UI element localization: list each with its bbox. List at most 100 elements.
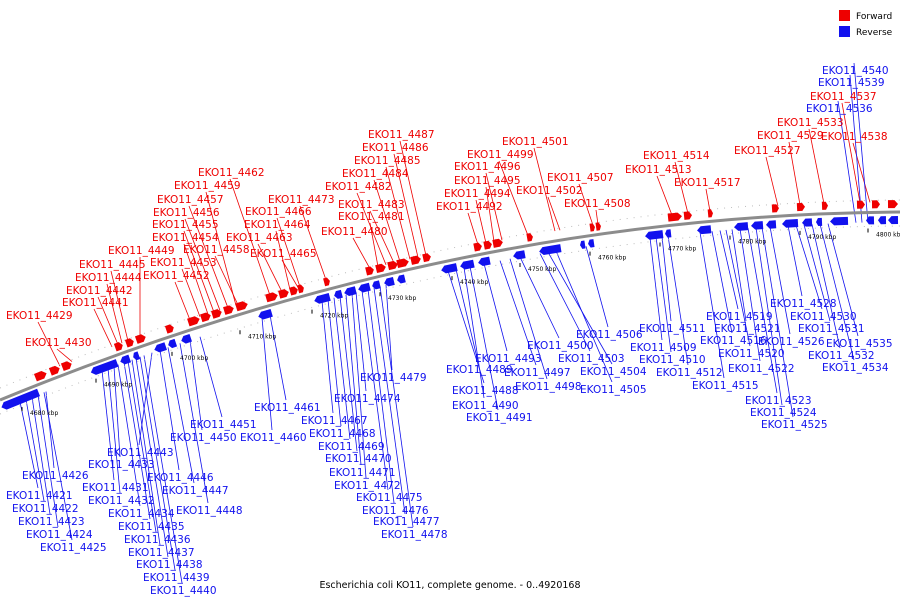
forward-gene-label[interactable]: EKO11_4484: [342, 168, 409, 180]
forward-gene-label[interactable]: EKO11_4499: [467, 149, 534, 161]
reverse-gene-label[interactable]: EKO11_4535: [826, 338, 893, 350]
forward-gene-label[interactable]: EKO11_4465: [250, 248, 317, 260]
reverse-gene-label[interactable]: EKO11_4489: [446, 364, 513, 376]
reverse-gene-label[interactable]: EKO11_4431: [82, 482, 149, 494]
reverse-gene-label[interactable]: EKO11_4460: [240, 432, 307, 444]
reverse-gene-label[interactable]: EKO11_4531: [798, 323, 865, 335]
forward-gene-label[interactable]: EKO11_4462: [198, 167, 265, 179]
forward-gene-label[interactable]: EKO11_4480: [321, 226, 388, 238]
forward-gene-label[interactable]: EKO11_4537: [810, 91, 877, 103]
reverse-gene-label[interactable]: EKO11_4476: [362, 505, 429, 517]
reverse-gene-label[interactable]: EKO11_4439: [143, 572, 210, 584]
reverse-gene-label[interactable]: EKO11_4475: [356, 492, 423, 504]
reverse-gene-label[interactable]: EKO11_4450: [170, 432, 237, 444]
forward-gene-label[interactable]: EKO11_4449: [108, 245, 175, 257]
reverse-gene-label[interactable]: EKO11_4461: [254, 402, 321, 414]
forward-gene-label[interactable]: EKO11_4466: [245, 206, 312, 218]
forward-gene-label[interactable]: EKO11_4502: [516, 185, 583, 197]
forward-gene-label[interactable]: EKO11_4481: [338, 211, 405, 223]
forward-gene-label[interactable]: EKO11_4445: [79, 259, 146, 271]
reverse-gene-label[interactable]: EKO11_4539: [818, 77, 885, 89]
reverse-gene-label[interactable]: EKO11_4451: [190, 419, 257, 431]
reverse-gene-label[interactable]: EKO11_4540: [822, 65, 889, 77]
reverse-gene-label[interactable]: EKO11_4422: [12, 503, 79, 515]
forward-gene-label[interactable]: EKO11_4513: [625, 164, 692, 176]
reverse-gene-label[interactable]: EKO11_4423: [18, 516, 85, 528]
reverse-gene-label[interactable]: EKO11_4506: [576, 329, 643, 341]
reverse-gene-label[interactable]: EKO11_4493: [475, 353, 542, 365]
reverse-gene-label[interactable]: EKO11_4505: [580, 384, 647, 396]
forward-gene-label[interactable]: EKO11_4444: [75, 272, 142, 284]
reverse-gene-label[interactable]: EKO11_4437: [128, 547, 195, 559]
forward-gene-label[interactable]: EKO11_4514: [643, 150, 710, 162]
reverse-gene-label[interactable]: EKO11_4438: [136, 559, 203, 571]
forward-gene-label[interactable]: EKO11_4485: [354, 155, 421, 167]
reverse-gene-label[interactable]: EKO11_4522: [728, 363, 795, 375]
reverse-gene-label[interactable]: EKO11_4468: [309, 428, 376, 440]
forward-gene-label[interactable]: EKO11_4457: [157, 194, 224, 206]
reverse-gene-label[interactable]: EKO11_4516: [700, 335, 767, 347]
reverse-gene-label[interactable]: EKO11_4425: [40, 542, 107, 554]
reverse-gene-label[interactable]: EKO11_4477: [373, 516, 440, 528]
reverse-gene-label[interactable]: EKO11_4515: [692, 380, 759, 392]
forward-gene-label[interactable]: EKO11_4459: [174, 180, 241, 192]
reverse-gene-label[interactable]: EKO11_4532: [808, 350, 875, 362]
forward-gene-label[interactable]: EKO11_4453: [150, 257, 217, 269]
forward-gene-label[interactable]: EKO11_4456: [153, 207, 220, 219]
forward-gene-label[interactable]: EKO11_4483: [338, 199, 405, 211]
reverse-gene-label[interactable]: EKO11_4424: [26, 529, 93, 541]
reverse-gene-label[interactable]: EKO11_4524: [750, 407, 817, 419]
reverse-gene-label[interactable]: EKO11_4534: [822, 362, 889, 374]
forward-gene-label[interactable]: EKO11_4441: [62, 297, 129, 309]
reverse-gene-label[interactable]: EKO11_4434: [108, 508, 175, 520]
reverse-gene-label[interactable]: EKO11_4498: [515, 381, 582, 393]
reverse-gene-label[interactable]: EKO11_4530: [790, 311, 857, 323]
reverse-gene-label[interactable]: EKO11_4510: [639, 354, 706, 366]
reverse-gene-label[interactable]: EKO11_4474: [334, 393, 401, 405]
reverse-gene-label[interactable]: EKO11_4426: [22, 470, 89, 482]
reverse-gene-label[interactable]: EKO11_4509: [630, 342, 697, 354]
reverse-gene-label[interactable]: EKO11_4488: [452, 385, 519, 397]
reverse-gene-label[interactable]: EKO11_4448: [176, 505, 243, 517]
reverse-gene-label[interactable]: EKO11_4511: [639, 323, 706, 335]
reverse-gene-label[interactable]: EKO11_4436: [124, 534, 191, 546]
reverse-gene-label[interactable]: EKO11_4526: [758, 336, 825, 348]
forward-gene-label[interactable]: EKO11_4473: [268, 194, 335, 206]
forward-gene-label[interactable]: EKO11_4496: [454, 161, 521, 173]
reverse-gene-label[interactable]: EKO11_4512: [656, 367, 723, 379]
forward-gene-label[interactable]: EKO11_4501: [502, 136, 569, 148]
forward-gene-label[interactable]: EKO11_4494: [444, 188, 511, 200]
reverse-gene-label[interactable]: EKO11_4525: [761, 419, 828, 431]
forward-gene-label[interactable]: EKO11_4495: [454, 175, 521, 187]
reverse-gene-label[interactable]: EKO11_4433: [88, 459, 155, 471]
reverse-gene-label[interactable]: EKO11_4447: [162, 485, 229, 497]
reverse-gene-label[interactable]: EKO11_4472: [334, 480, 401, 492]
reverse-gene-label[interactable]: EKO11_4446: [147, 472, 214, 484]
reverse-gene-label[interactable]: EKO11_4490: [452, 400, 519, 412]
forward-gene-label[interactable]: EKO11_4487: [368, 129, 435, 141]
reverse-gene-label[interactable]: EKO11_4435: [118, 521, 185, 533]
reverse-gene-label[interactable]: EKO11_4528: [770, 298, 837, 310]
forward-gene-label[interactable]: EKO11_4527: [734, 145, 801, 157]
reverse-gene-label[interactable]: EKO11_4521: [714, 323, 781, 335]
forward-gene-label[interactable]: EKO11_4482: [325, 181, 392, 193]
forward-gene-label[interactable]: EKO11_4538: [821, 131, 888, 143]
reverse-gene-label[interactable]: EKO11_4536: [806, 103, 873, 115]
reverse-gene-label[interactable]: EKO11_4523: [745, 395, 812, 407]
reverse-gene-label[interactable]: EKO11_4432: [88, 495, 155, 507]
reverse-gene-label[interactable]: EKO11_4519: [706, 311, 773, 323]
forward-gene-label[interactable]: EKO11_4429: [6, 310, 73, 322]
forward-gene-label[interactable]: EKO11_4508: [564, 198, 631, 210]
forward-gene-label[interactable]: EKO11_4533: [777, 117, 844, 129]
reverse-gene-label[interactable]: EKO11_4520: [718, 348, 785, 360]
forward-gene-label[interactable]: EKO11_4517: [674, 177, 741, 189]
forward-gene-label[interactable]: EKO11_4455: [152, 219, 219, 231]
forward-gene-label[interactable]: EKO11_4486: [362, 142, 429, 154]
reverse-gene-label[interactable]: EKO11_4503: [558, 353, 625, 365]
reverse-gene-label[interactable]: EKO11_4467: [301, 415, 368, 427]
reverse-gene-label[interactable]: EKO11_4421: [6, 490, 73, 502]
forward-gene-label[interactable]: EKO11_4464: [244, 219, 311, 231]
forward-gene-label[interactable]: EKO11_4442: [66, 285, 133, 297]
reverse-gene-label[interactable]: EKO11_4443: [107, 447, 174, 459]
forward-gene-label[interactable]: EKO11_4430: [25, 337, 92, 349]
